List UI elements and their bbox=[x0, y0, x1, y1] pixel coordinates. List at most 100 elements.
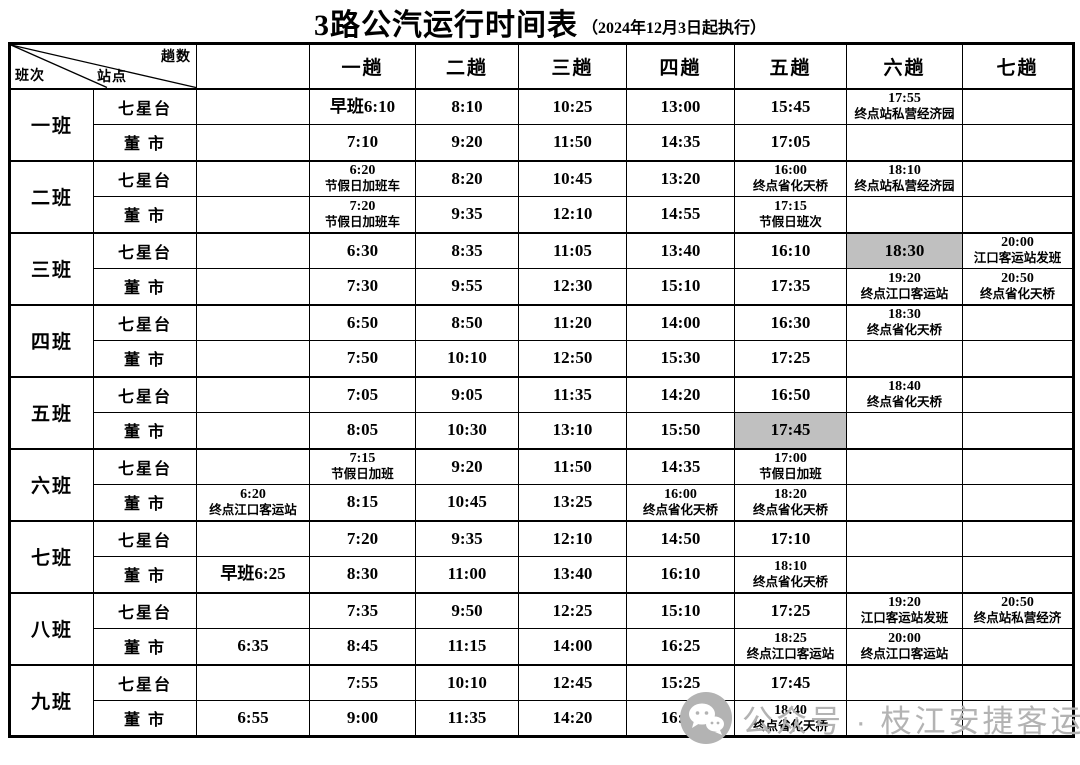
time-note: 终点省化天桥 bbox=[752, 179, 828, 194]
station-label: 七星台 bbox=[93, 375, 197, 413]
time-note: 终点江口客运站 bbox=[746, 646, 835, 661]
empty-cell bbox=[962, 484, 1074, 521]
time-cell: 早班6:25 bbox=[196, 556, 310, 593]
time-value: 6:55 bbox=[237, 708, 269, 727]
time-cell: 6:30 bbox=[309, 231, 416, 269]
time-value: 6:35 bbox=[237, 636, 269, 656]
time-note: 终点站私营经济园 bbox=[854, 179, 955, 194]
time-note: 终点江口客运站 bbox=[860, 286, 949, 301]
time-cell: 9:35 bbox=[415, 519, 519, 557]
time-cell: 15:10 bbox=[626, 591, 735, 629]
time-cell: 20:00 江口客运站发班 bbox=[962, 231, 1074, 269]
time-cell: 8:30 bbox=[309, 556, 416, 593]
time-value: 14:50 bbox=[660, 528, 701, 548]
time-value: 8:35 bbox=[451, 240, 483, 260]
empty-cell bbox=[846, 700, 963, 737]
time-cell: 12:10 bbox=[518, 196, 627, 233]
station-label: 董 市 bbox=[93, 268, 197, 305]
time-cell: 8:05 bbox=[309, 412, 416, 449]
time-cell: 14:55 bbox=[626, 196, 735, 233]
empty-cell bbox=[846, 447, 963, 485]
time-cell: 13:10 bbox=[518, 412, 627, 449]
time-value: 16:50 bbox=[770, 384, 811, 404]
time-cell: 9:00 bbox=[309, 700, 416, 737]
shift-label: 五班 bbox=[9, 375, 94, 449]
shift-label: 一班 bbox=[9, 87, 94, 161]
station-label: 董 市 bbox=[93, 196, 197, 233]
time-value: 14:35 bbox=[660, 132, 701, 152]
empty-cell bbox=[196, 231, 310, 269]
shift-label: 二班 bbox=[9, 159, 94, 233]
time-cell: 14:20 bbox=[626, 375, 735, 413]
time-value: 20:50 bbox=[1001, 595, 1034, 611]
empty-cell bbox=[846, 663, 963, 701]
time-cell: 17:45 bbox=[734, 663, 847, 701]
time-cell: 9:20 bbox=[415, 124, 519, 161]
time-cell: 15:25 bbox=[626, 663, 735, 701]
time-cell: 16:30 bbox=[734, 303, 847, 341]
time-cell: 9:50 bbox=[415, 591, 519, 629]
station-label: 董 市 bbox=[93, 628, 197, 665]
bus-timetable: 趟数 站点 班次 一趟 二趟 三趟 四趟 五趟 六趟 七趟 一班 七星台 早班6:10 8:10 1… bbox=[8, 42, 1075, 738]
time-value: 16:10 bbox=[770, 240, 811, 260]
time-cell: 8:50 bbox=[415, 303, 519, 341]
table-row: 董 市 8:05 10:30 13:10 15:50 17:45 bbox=[10, 412, 1074, 449]
time-value: 9:35 bbox=[451, 528, 483, 548]
time-note: 终点省化天桥 bbox=[752, 502, 828, 517]
time-cell: 18:30 bbox=[846, 231, 963, 269]
trip-header-2: 二趟 bbox=[415, 43, 519, 90]
time-value: 11:05 bbox=[553, 240, 592, 260]
time-value: 7:20 bbox=[349, 198, 376, 214]
time-note: 终点站私营经济园 bbox=[854, 107, 955, 122]
time-value: 19:20 bbox=[888, 595, 921, 611]
time-note: 江口客运站发班 bbox=[973, 251, 1062, 266]
time-value: 12:10 bbox=[552, 204, 593, 224]
time-cell: 14:00 bbox=[626, 303, 735, 341]
time-value: 14:20 bbox=[660, 384, 701, 404]
empty-cell bbox=[962, 447, 1074, 485]
table-row: 董 市 7:50 10:10 12:50 15:30 17:25 bbox=[10, 340, 1074, 377]
time-note: 终点省化天桥 bbox=[979, 286, 1055, 301]
empty-cell bbox=[962, 87, 1074, 125]
time-cell: 7:55 bbox=[309, 663, 416, 701]
time-value: 9:05 bbox=[451, 384, 483, 404]
time-note: 节假日加班 bbox=[331, 467, 394, 482]
time-value: 10:30 bbox=[447, 420, 487, 440]
page-title: 3路公汽运行时间表 （2024年12月3日起执行） bbox=[0, 0, 1080, 42]
time-value: 17:00 bbox=[774, 451, 807, 467]
time-cell: 7:30 bbox=[309, 268, 416, 305]
time-value: 9:35 bbox=[451, 204, 483, 224]
station-label: 七星台 bbox=[93, 231, 197, 269]
empty-cell bbox=[962, 340, 1074, 377]
time-value: 9:50 bbox=[451, 600, 483, 620]
time-cell: 17:45 bbox=[734, 412, 847, 449]
empty-cell bbox=[196, 375, 310, 413]
time-value: 8:05 bbox=[346, 420, 379, 440]
empty-cell bbox=[846, 196, 963, 233]
station-label: 董 市 bbox=[93, 556, 197, 593]
time-cell: 17:25 bbox=[734, 591, 847, 629]
table-row: 董 市 7:30 9:55 12:30 15:10 17:35 19:20 终点江口客运站 20… bbox=[10, 268, 1074, 305]
time-value: 17:25 bbox=[770, 600, 811, 620]
empty-cell bbox=[196, 591, 310, 629]
time-cell: 早班6:10 bbox=[309, 87, 416, 125]
time-value: 18:40 bbox=[774, 702, 807, 718]
time-value: 16:00 bbox=[774, 163, 807, 179]
table-row: 六班 七星台 7:15 节假日加班 9:20 11:50 14:35 17:00 节假日加班 bbox=[9, 447, 1074, 521]
time-value: 20:00 bbox=[1001, 235, 1034, 251]
time-cell: 17:15 节假日班次 bbox=[734, 196, 847, 233]
time-note: 终点省化天桥 bbox=[866, 323, 942, 338]
time-value: 10:45 bbox=[552, 168, 593, 188]
station-label: 董 市 bbox=[93, 412, 197, 449]
time-cell: 7:20 bbox=[309, 519, 416, 557]
time-cell: 15:30 bbox=[626, 340, 735, 377]
trip-header-6: 六趟 bbox=[846, 43, 963, 90]
station-label: 七星台 bbox=[93, 663, 197, 701]
time-cell: 20:00 终点江口客运站 bbox=[846, 628, 963, 665]
time-cell: 10:45 bbox=[518, 159, 627, 197]
station-label: 七星台 bbox=[93, 591, 197, 629]
trip-header-4: 四趟 bbox=[626, 43, 735, 90]
time-value: 9:20 bbox=[451, 132, 483, 152]
time-cell: 6:35 bbox=[196, 628, 310, 665]
empty-cell bbox=[962, 196, 1074, 233]
